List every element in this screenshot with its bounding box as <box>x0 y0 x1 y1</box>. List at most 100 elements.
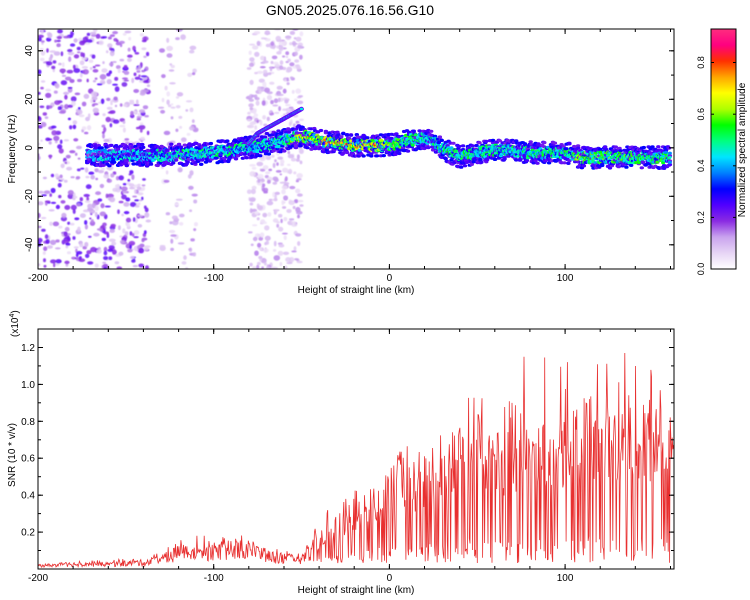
noise-cell <box>94 64 101 67</box>
noise-cell <box>272 218 279 223</box>
noise-cell <box>138 74 141 78</box>
noise-cell <box>108 245 115 250</box>
ridge-cell <box>355 135 360 139</box>
noise-cell <box>283 235 287 241</box>
noise-cell <box>94 211 98 218</box>
noise-cell <box>132 217 136 222</box>
ridge-cell <box>312 126 317 131</box>
noise-cell <box>50 173 55 178</box>
noise-cell <box>248 103 254 108</box>
noise-cell <box>46 48 49 53</box>
noise-cell <box>293 246 297 251</box>
ridge-cell <box>361 154 366 158</box>
noise-cell <box>141 47 147 51</box>
ridge-cell <box>413 133 418 137</box>
ridge-cell <box>564 147 569 151</box>
noise-cell <box>44 116 49 119</box>
noise-cell <box>55 204 61 210</box>
noise-cell <box>253 31 261 35</box>
noise-cell <box>265 43 271 48</box>
noise-cell <box>56 43 61 48</box>
noise-cell <box>97 198 103 202</box>
noise-cell <box>143 55 147 58</box>
noise-cell <box>135 67 139 71</box>
noise-cell <box>289 62 295 67</box>
ridge-cell <box>309 147 314 151</box>
noise-cell <box>53 51 61 56</box>
noise-cell <box>282 167 289 173</box>
noise-cell <box>70 204 77 211</box>
noise-cell <box>274 63 281 67</box>
noise-cell <box>86 32 91 37</box>
ridge-cell <box>552 141 558 145</box>
noise-cell <box>192 68 197 74</box>
noise-cell <box>109 62 114 67</box>
noise-cell <box>58 148 64 154</box>
noise-cell <box>284 176 288 182</box>
noise-cell <box>268 168 273 172</box>
noise-cell <box>73 38 78 43</box>
noise-cell <box>119 43 123 48</box>
noise-cell <box>163 130 171 136</box>
noise-cell <box>89 31 97 35</box>
noise-cell <box>282 206 287 209</box>
noise-cell <box>38 37 42 42</box>
noise-cell <box>257 205 263 211</box>
ridge-core-cell <box>668 156 672 159</box>
noise-cell <box>95 177 99 181</box>
noise-cell <box>273 255 281 261</box>
noise-cell <box>106 72 111 77</box>
noise-cell <box>131 77 135 84</box>
noise-cell <box>137 224 143 228</box>
noise-cell <box>192 252 197 257</box>
noise-cell <box>84 220 88 225</box>
ridge-cell <box>410 143 415 147</box>
noise-cell <box>273 240 277 247</box>
noise-cell <box>254 250 259 256</box>
noise-cell <box>38 155 41 161</box>
ridge-cell <box>286 127 291 131</box>
ridge-cell <box>354 133 359 137</box>
noise-cell <box>38 116 42 122</box>
noise-cell <box>97 169 104 174</box>
noise-cell <box>54 247 61 250</box>
noise-cell <box>141 69 146 73</box>
noise-cell <box>246 118 252 122</box>
noise-cell <box>62 62 65 68</box>
noise-cell <box>142 80 149 84</box>
noise-cell <box>277 97 281 103</box>
noise-cell <box>274 178 279 183</box>
noise-cell <box>260 55 265 61</box>
noise-cell <box>262 115 266 120</box>
noise-cell <box>69 125 73 130</box>
ridge-cell <box>667 160 672 164</box>
noise-cell <box>52 221 60 227</box>
noise-cell <box>54 39 57 43</box>
noise-cell <box>268 198 273 201</box>
noise-cell <box>293 37 297 40</box>
y-tick-label: -20 <box>24 189 35 204</box>
ridge-cell <box>451 141 456 145</box>
noise-cell <box>53 135 60 141</box>
noise-cell <box>136 70 141 73</box>
noise-cell <box>121 77 129 80</box>
noise-cell <box>129 255 135 260</box>
noise-cell <box>168 229 176 234</box>
noise-cell <box>274 111 280 114</box>
noise-cell <box>289 42 293 46</box>
noise-cell <box>38 225 42 229</box>
noise-cell <box>109 228 115 233</box>
noise-cell <box>189 45 197 50</box>
noise-cell <box>285 257 291 263</box>
noise-cell <box>256 40 261 47</box>
noise-cell <box>69 79 75 83</box>
snr-y-axis: 0.20.40.60.81.01.2 <box>21 328 674 551</box>
noise-cell <box>69 150 76 154</box>
noise-cell <box>122 32 127 36</box>
ridge-cell <box>279 131 284 135</box>
noise-cell <box>170 238 174 244</box>
noise-cell <box>46 245 53 249</box>
noise-cell <box>72 124 77 130</box>
noise-cell <box>282 88 287 94</box>
noise-cell <box>276 223 280 228</box>
